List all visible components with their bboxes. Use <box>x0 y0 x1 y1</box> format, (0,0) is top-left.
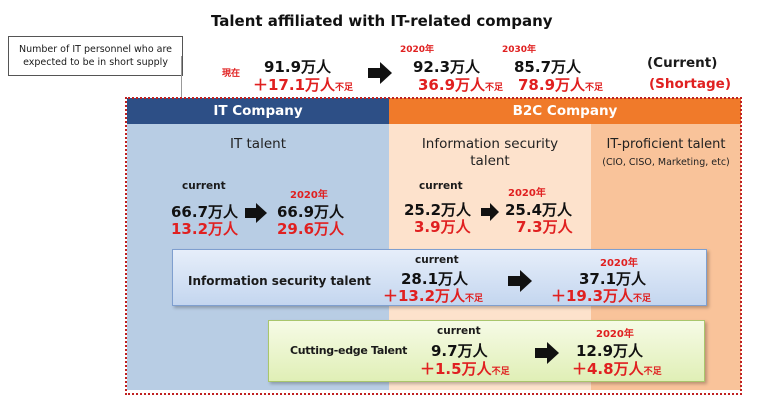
it-talent-2020-shortage: 29.6万人 <box>277 220 345 238</box>
info-sec-b2c-title-line1: Information security <box>421 136 559 152</box>
legend-current: (Current) <box>647 55 718 71</box>
top-2020-total: 92.3万人 <box>413 58 481 76</box>
cutting-edge-arrow-icon <box>535 342 559 364</box>
cutting-edge-box <box>268 320 705 382</box>
it-related-dotted-frame <box>125 97 742 395</box>
cutting-edge-2020-shortage-group: ＋4.8万人不足 <box>572 358 662 379</box>
cutting-edge-2020-label: 2020年 <box>596 329 634 340</box>
it-talent-2020-total: 66.9万人 <box>277 203 345 221</box>
cutting-edge-current-shortage: ＋1.5万人 <box>420 360 492 378</box>
note-connector-line <box>181 56 182 98</box>
cutting-edge-current-label: current <box>437 325 481 337</box>
it-talent-current-label: current <box>182 180 226 192</box>
cutting-edge-2020-total: 12.9万人 <box>576 342 644 360</box>
cutting-edge-current-shortage-group: ＋1.5万人不足 <box>420 358 510 379</box>
info-sec-total-current-label: current <box>415 254 459 266</box>
info-sec-total-current-shortage: ＋13.2万人 <box>383 287 466 305</box>
top-arrow-1-icon <box>368 62 392 84</box>
info-sec-b2c-2020-total: 25.4万人 <box>505 201 573 219</box>
cutting-edge-current-suffix: 不足 <box>491 367 510 377</box>
it-company-header: IT Company <box>127 98 389 124</box>
b2c-company-header: B2C Company <box>389 98 741 124</box>
legend-shortage: (Shortage) <box>649 76 731 92</box>
top-2030-total: 85.7万人 <box>514 58 582 76</box>
info-sec-b2c-arrow-icon <box>481 203 499 221</box>
info-sec-b2c-current-label: current <box>419 180 463 192</box>
info-sec-b2c-current-total: 25.2万人 <box>404 201 472 219</box>
info-sec-total-2020-shortage: ＋19.3万人 <box>551 287 634 305</box>
top-current-total: 91.9万人 <box>264 58 332 76</box>
top-2030-label: 2030年 <box>502 45 537 55</box>
cutting-edge-label: Cutting-edge Talent <box>290 344 408 357</box>
info-sec-b2c-current-shortage: 3.9万人 <box>414 218 471 236</box>
it-proficient-subtitle: (CIO, CISO, Marketing, etc) <box>602 157 730 168</box>
info-sec-total-current-total: 28.1万人 <box>401 270 469 288</box>
info-sec-total-current-shortage-group: ＋13.2万人不足 <box>383 285 483 306</box>
top-current-shortage-group: ＋17.1万人不足 <box>253 74 353 95</box>
top-2030-shortage-suffix: 不足 <box>585 83 604 93</box>
info-sec-b2c-title-line2: talent <box>470 153 510 169</box>
top-current-shortage-suffix: 不足 <box>335 83 354 93</box>
info-sec-total-current-suffix: 不足 <box>465 294 484 304</box>
info-sec-b2c-title: Information security talent <box>389 136 591 170</box>
diagram-title: Talent affiliated with IT-related compan… <box>211 12 553 30</box>
info-sec-total-arrow-icon <box>508 270 532 292</box>
note-text: Number of IT personnel who are expected … <box>18 44 173 68</box>
top-current-label: 現在 <box>222 69 241 79</box>
it-proficient-title: IT-proficient talent <box>606 137 726 152</box>
info-sec-total-box <box>172 249 707 306</box>
info-sec-b2c-2020-shortage: 7.3万人 <box>516 218 573 236</box>
cutting-edge-2020-shortage: ＋4.8万人 <box>572 360 644 378</box>
top-2030-shortage: 78.9万人 <box>518 76 586 94</box>
top-2020-shortage-group: 36.9万人不足 <box>418 74 503 95</box>
note-box: Number of IT personnel who are expected … <box>8 36 183 76</box>
cutting-edge-2020-suffix: 不足 <box>643 367 662 377</box>
it-talent-arrow-icon <box>245 203 267 223</box>
info-sec-total-2020-total: 37.1万人 <box>579 270 647 288</box>
top-2030-shortage-group: 78.9万人不足 <box>518 74 603 95</box>
info-sec-total-2020-suffix: 不足 <box>633 294 652 304</box>
top-current-shortage: ＋17.1万人 <box>253 76 336 94</box>
top-2020-shortage-suffix: 不足 <box>485 83 504 93</box>
it-talent-current-total: 66.7万人 <box>171 203 239 221</box>
it-talent-title: IT talent <box>230 136 286 152</box>
info-sec-total-label: Information security talent <box>188 274 371 288</box>
info-sec-total-2020-label: 2020年 <box>600 258 638 269</box>
info-sec-total-2020-shortage-group: ＋19.3万人不足 <box>551 285 651 306</box>
top-2020-shortage: 36.9万人 <box>418 76 486 94</box>
it-talent-current-shortage: 13.2万人 <box>171 220 239 238</box>
cutting-edge-current-total: 9.7万人 <box>431 342 488 360</box>
top-2020-label: 2020年 <box>400 45 435 55</box>
info-sec-b2c-2020-label: 2020年 <box>508 188 546 199</box>
it-talent-2020-label: 2020年 <box>290 190 328 201</box>
